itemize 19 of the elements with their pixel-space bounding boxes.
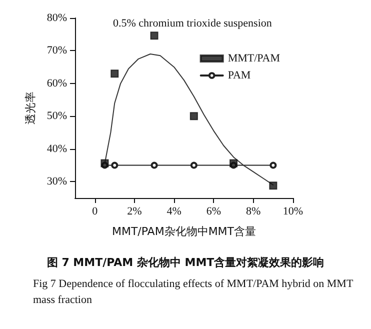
x-tick-label: 2%	[127, 206, 142, 218]
text: 图 7 MMT/PAM 杂化物中 MMT含量对絮凝效果的影响	[46, 256, 324, 269]
y-tick-label: 50%	[46, 110, 67, 122]
legend-label: MMT/PAM	[228, 52, 280, 64]
x-tick-label: 0	[92, 206, 98, 218]
x-axis-title: MMT/PAM杂化物中MMT含量	[112, 225, 256, 238]
annotation: 0.5% chromium trioxide suspension	[113, 18, 272, 30]
y-tick-label: 60%	[46, 77, 67, 90]
x-tick-label: 10%	[282, 206, 304, 218]
x-tick-label: 8%	[246, 206, 261, 218]
text: Fig 7 Dependence of flocculating effects of MMT/PAM hybrid on MMT mass fraction	[33, 278, 356, 306]
y-tick-label: 80%	[46, 12, 67, 24]
y-tick-label: 70%	[46, 44, 67, 57]
x-tick-label: 6%	[206, 206, 222, 218]
y-axis-title: 透光率	[24, 92, 37, 124]
y-tick-label: 30%	[46, 176, 67, 188]
y-tick-label: 40%	[46, 142, 67, 155]
x-tick-label: 4%	[166, 206, 182, 218]
legend-label: PAM	[228, 70, 251, 82]
